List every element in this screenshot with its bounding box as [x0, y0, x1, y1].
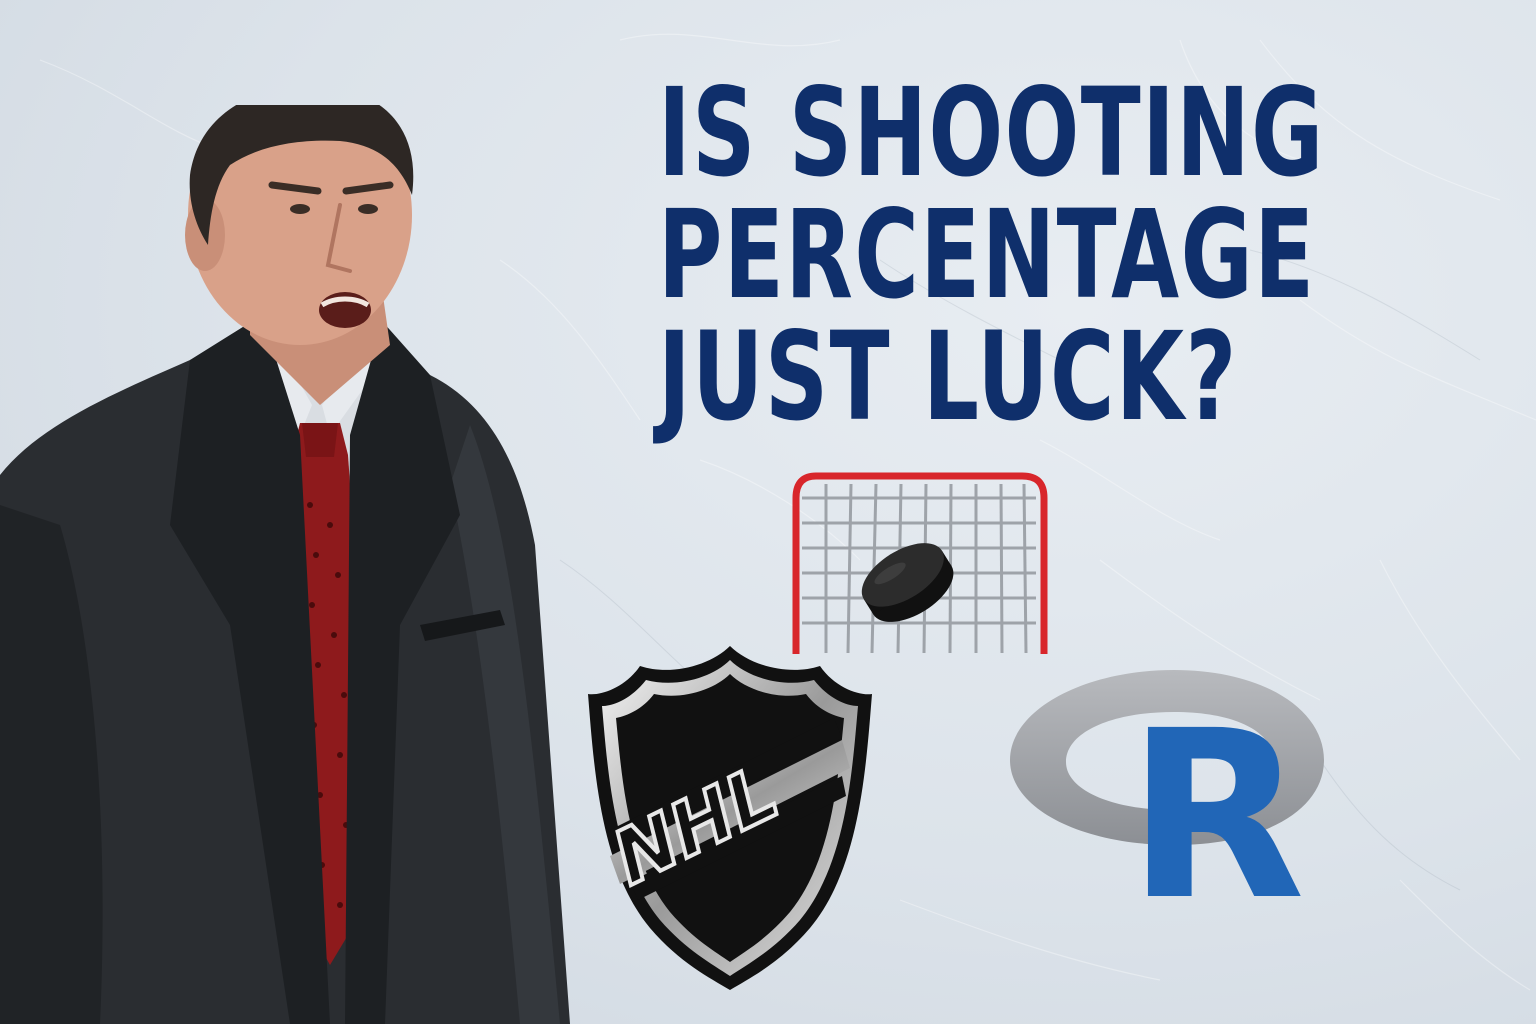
headline-line-3: JUST LUCK? [658, 306, 1238, 448]
hockey-puck-icon [861, 543, 954, 622]
r-logo-text: R [1127, 681, 1306, 910]
headline-line-1: IS SHOOTING [658, 62, 1325, 204]
r-language-logo: R [1010, 670, 1324, 910]
nhl-shield-logo: NHL [588, 646, 872, 990]
headline-line-2: PERCENTAGE [658, 184, 1316, 326]
hockey-net-icon [792, 472, 1048, 654]
coach-illustration [0, 105, 570, 1024]
headline: IS SHOOTING PERCENTAGE JUST LUCK? [658, 62, 1325, 448]
